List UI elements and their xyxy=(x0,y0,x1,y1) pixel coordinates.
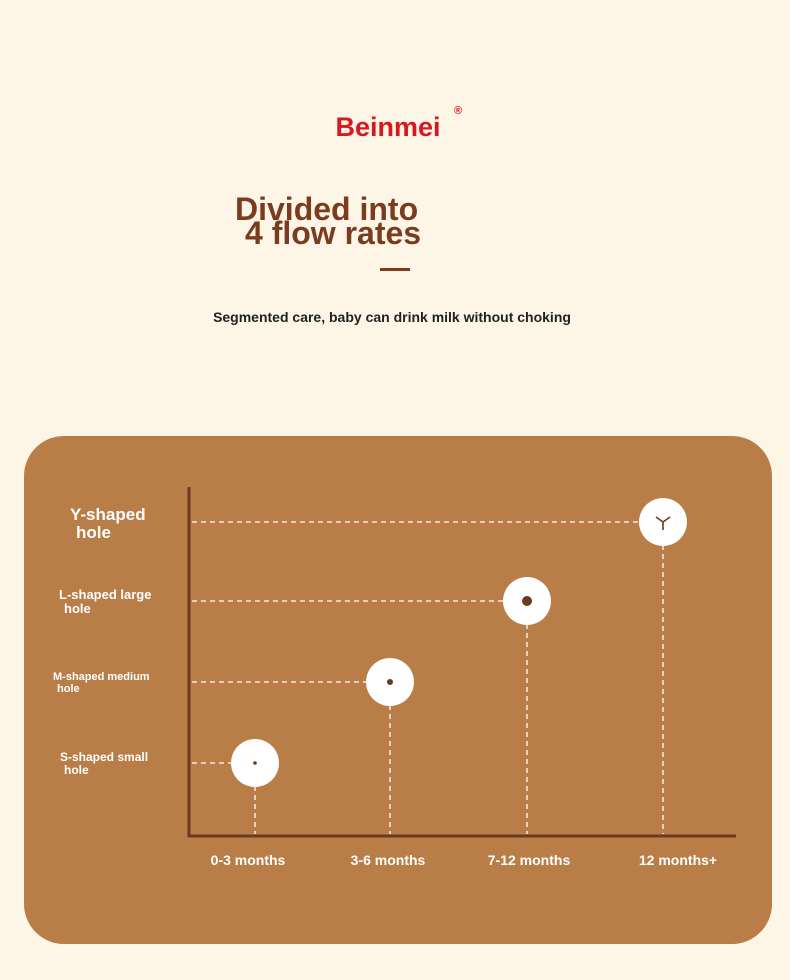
column-label: 7-12 months xyxy=(488,852,571,868)
row-label: hole xyxy=(57,683,80,695)
row-label: L-shaped large xyxy=(59,587,151,602)
row-label: Y-shaped xyxy=(70,505,146,524)
row-label: S-shaped small xyxy=(60,750,148,764)
row-label: hole xyxy=(76,523,111,542)
row-label: hole xyxy=(64,601,91,616)
column-label: 3-6 months xyxy=(351,852,426,868)
title-line: Divided into xyxy=(235,191,418,227)
column-label: 0-3 months xyxy=(211,852,286,868)
hole-dot xyxy=(387,679,393,685)
hole-dot xyxy=(253,761,257,765)
row-label: M-shaped medium xyxy=(53,671,150,683)
title-line: 4 flow rates xyxy=(245,215,421,251)
hole-dot xyxy=(522,596,532,606)
row-label: hole xyxy=(64,763,89,777)
brand: Beinmei xyxy=(335,112,440,142)
subtitle: Segmented care, baby can drink milk with… xyxy=(213,309,571,325)
column-label: 12 months+ xyxy=(639,852,717,868)
hole-y xyxy=(662,516,671,523)
title-dash xyxy=(380,268,410,271)
hole-y xyxy=(655,516,664,523)
brand-mark: ® xyxy=(454,105,462,117)
